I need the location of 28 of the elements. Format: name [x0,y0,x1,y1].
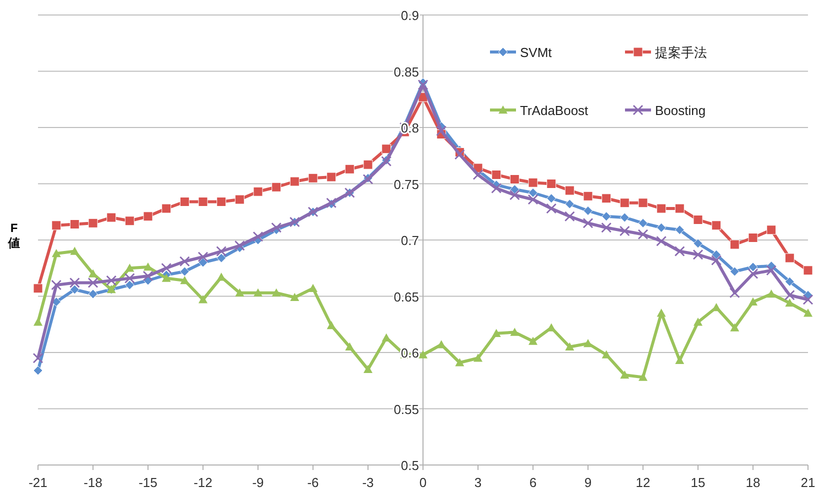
y-tick-label: 0.8 [400,120,419,136]
legend-label: SVMt [520,45,552,60]
legend-label: 提案手法 [655,45,707,60]
y-tick-label: 0.9 [400,8,419,23]
x-tick-label: 3 [474,475,482,490]
x-tick-label: -21 [28,475,48,490]
y-tick-label: 0.65 [394,289,419,304]
x-tick-label: 18 [746,475,760,490]
x-tick-label: 6 [529,475,537,490]
x-tick-label: 15 [690,475,706,490]
x-tick-label: 9 [584,475,592,490]
x-tick-label: -15 [138,475,158,490]
x-tick-label: -6 [307,475,319,490]
y-tick-label: 0.75 [394,176,419,192]
x-tick-label: 0 [419,475,427,490]
x-tick-label: 12 [636,475,650,490]
x-tick-label: -18 [84,475,102,490]
legend-label: Boosting [655,103,706,118]
legend-label: TrAdaBoost [520,103,589,118]
y-tick-label: 0.7 [400,233,419,248]
x-tick-label: -3 [362,475,374,490]
y-tick-label: 0.85 [394,64,419,80]
y-tick-label: 0.5 [400,458,419,473]
x-tick-label: 21 [800,475,816,490]
x-tick-label: -12 [194,475,212,490]
x-tick-label: -9 [252,475,264,490]
y-axis-title: F値 [8,221,20,250]
y-tick-label: 0.55 [394,402,419,417]
